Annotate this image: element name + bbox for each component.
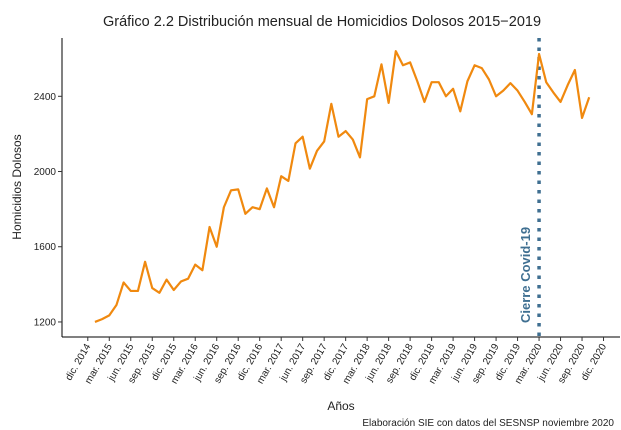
annotation-label: Cierre Covid-19 [518, 227, 533, 323]
y-tick-label: 1600 [34, 242, 57, 253]
y-axis-label: Homicidios Dolosos [10, 134, 24, 239]
y-tick-label: 2000 [34, 167, 57, 178]
x-axis-label: Años [327, 399, 354, 413]
caption: Elaboración SIE con datos del SESNSP nov… [362, 418, 614, 429]
data-line [94, 50, 591, 323]
y-tick-label: 2400 [34, 92, 57, 103]
chart-title: Gráfico 2.2 Distribución mensual de Homi… [103, 14, 541, 30]
y-tick-label: 1200 [34, 317, 57, 328]
